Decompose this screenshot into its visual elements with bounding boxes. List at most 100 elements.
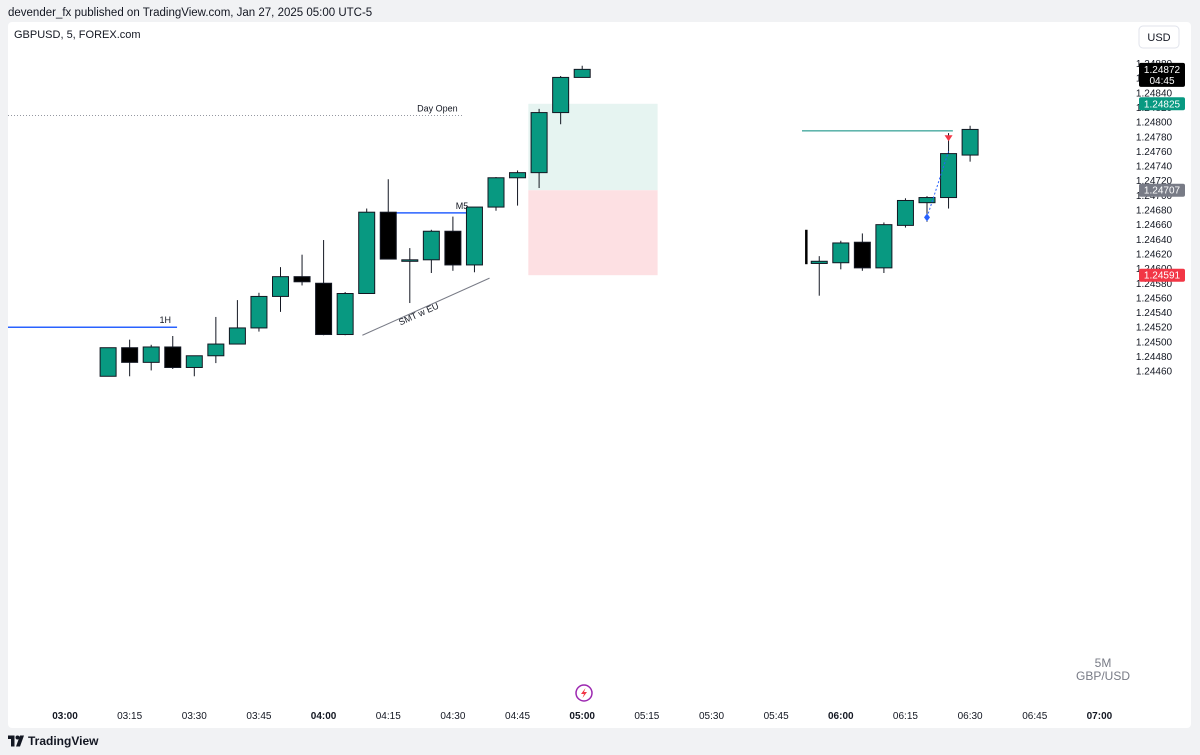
candle-body xyxy=(142,346,160,363)
tradingview-brand[interactable]: TradingView xyxy=(8,734,98,748)
candle-body xyxy=(379,211,397,260)
x-tick-label: 04:45 xyxy=(505,711,530,722)
x-tick-label: 05:00 xyxy=(569,711,595,722)
position-zones xyxy=(528,103,658,276)
x-tick-label: 07:00 xyxy=(1087,711,1113,722)
y-tick-label: 1.24540 xyxy=(1136,308,1173,319)
candle-body xyxy=(444,230,462,266)
candle-body xyxy=(853,241,871,269)
y-tick-label: 1.24480 xyxy=(1136,352,1173,363)
candle-body xyxy=(832,242,850,264)
x-tick-label: 04:15 xyxy=(376,711,401,722)
price-label-badge xyxy=(1139,97,1185,111)
publish-line: devender_fx published on TradingView.com… xyxy=(8,7,373,19)
trade-path-line xyxy=(926,151,950,218)
footer: TradingView xyxy=(0,728,1200,755)
y-tick-label: 1.24680 xyxy=(1136,206,1173,217)
candle-body xyxy=(250,295,268,329)
candle-body xyxy=(99,347,117,377)
stop-zone xyxy=(528,190,658,276)
candle-body xyxy=(509,172,527,179)
candle-body xyxy=(207,343,225,357)
buy-marker-icon xyxy=(924,213,930,222)
candle-body xyxy=(487,177,505,208)
candle-body xyxy=(336,293,354,336)
watermark-interval: 5M xyxy=(1095,656,1112,670)
x-tick-label: 03:15 xyxy=(117,711,142,722)
price-label-text: 1.24825 xyxy=(1144,99,1181,110)
y-tick-label: 1.24560 xyxy=(1136,293,1173,304)
x-tick-label: 03:00 xyxy=(52,711,78,722)
candle-body xyxy=(918,197,936,204)
x-tick-label: 06:00 xyxy=(828,711,854,722)
candle-body xyxy=(573,68,591,78)
h1-level-label: 1H xyxy=(160,315,172,325)
x-tick-label: 04:30 xyxy=(440,711,465,722)
smt-line xyxy=(362,277,490,336)
chart-panel[interactable]: Day Open 1H M5 SMT w EU 1.24460 1.24480 1.245… xyxy=(8,22,1191,728)
y-tick-label: 1.24740 xyxy=(1136,162,1173,173)
candle-body xyxy=(530,112,548,174)
price-label-badge xyxy=(1139,62,1185,87)
y-tick-label: 1.24660 xyxy=(1136,220,1173,231)
sell-marker-icon xyxy=(944,135,953,142)
price-label-badge xyxy=(1139,268,1185,282)
candle-body xyxy=(940,153,958,199)
price-label-countdown: 04:45 xyxy=(1149,76,1174,87)
y-tick-label: 1.24760 xyxy=(1136,147,1173,158)
x-tick-label: 03:30 xyxy=(182,711,207,722)
candles xyxy=(99,65,979,377)
candle-body xyxy=(228,327,246,345)
candle-body xyxy=(465,206,483,266)
currency-button[interactable]: USD xyxy=(1138,25,1180,49)
candle-body xyxy=(552,76,570,114)
time-axis[interactable]: 03:00 03:15 03:30 03:45 04:00 04:15 04:30 04:45… xyxy=(52,711,1112,722)
smt-label: SMT w EU xyxy=(397,301,440,328)
candle-body xyxy=(164,346,182,368)
target-zone xyxy=(528,103,658,191)
candle-body xyxy=(358,211,376,295)
m5-level-label: M5 xyxy=(456,201,469,211)
y-tick-label: 1.24580 xyxy=(1136,279,1173,290)
y-tick-label: 1.24640 xyxy=(1136,235,1173,246)
symbol-line[interactable]: GBPUSD, 5, FOREX.com xyxy=(14,29,141,41)
y-tick-label: 1.24500 xyxy=(1136,337,1173,348)
x-tick-label: 03:45 xyxy=(246,711,271,722)
x-tick-label: 04:00 xyxy=(311,711,337,722)
y-tick-label: 1.24840 xyxy=(1136,88,1173,99)
y-tick-label: 1.24780 xyxy=(1136,132,1173,143)
x-tick-label: 06:45 xyxy=(1022,711,1047,722)
tradingview-logo-icon xyxy=(8,735,24,747)
price-chart[interactable]: Day Open 1H M5 SMT w EU 1.24460 1.24480 1.245… xyxy=(8,22,1191,728)
x-tick-label: 05:15 xyxy=(634,711,659,722)
price-label-badge xyxy=(1139,183,1185,197)
candle-body xyxy=(185,355,203,368)
price-label-text: 1.24872 xyxy=(1144,65,1181,76)
day-open-label: Day Open xyxy=(417,104,458,114)
x-tick-label: 05:30 xyxy=(699,711,724,722)
candle-body xyxy=(810,260,828,264)
candle-body xyxy=(961,128,979,156)
candle-body xyxy=(896,199,914,226)
trade-markers xyxy=(924,135,953,222)
currency-button-label[interactable]: USD xyxy=(1147,32,1170,44)
lightning-icon[interactable] xyxy=(575,684,593,702)
candle-body xyxy=(875,224,893,269)
brand-name: TradingView xyxy=(28,734,99,748)
x-tick-label: 06:30 xyxy=(958,711,983,722)
y-tick-label: 1.24800 xyxy=(1136,118,1173,129)
candle-body xyxy=(272,276,289,297)
watermark-symbol: GBP/USD xyxy=(1076,669,1130,683)
x-tick-label: 06:15 xyxy=(893,711,918,722)
candle-body xyxy=(401,259,419,262)
y-tick-label: 1.24460 xyxy=(1136,367,1173,378)
candle-body xyxy=(293,276,311,283)
price-label-text: 1.24591 xyxy=(1144,271,1181,282)
candle-body xyxy=(422,230,440,261)
y-tick-label: 1.24620 xyxy=(1136,249,1173,260)
y-tick-label: 1.24720 xyxy=(1136,176,1173,187)
publish-info-bar: devender_fx published on TradingView.com… xyxy=(0,0,1200,26)
price-label-text: 1.24707 xyxy=(1144,186,1181,197)
x-tick-label: 05:45 xyxy=(764,711,789,722)
